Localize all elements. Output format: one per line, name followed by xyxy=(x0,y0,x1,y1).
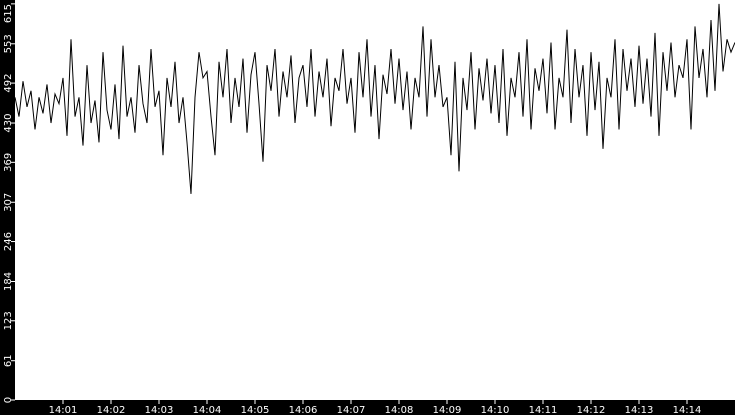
x-tick-label: 14:08 xyxy=(385,405,414,415)
x-tick-label: 14:05 xyxy=(241,405,270,415)
y-tick-label: 492 xyxy=(3,74,14,93)
x-axis: 14:01 14:02 14:03 14:04 14:05 14:06 14:07 14:08… xyxy=(49,400,702,415)
y-tick-label: 369 xyxy=(3,153,14,172)
y-tick-label: 307 xyxy=(3,193,14,212)
x-tick-label: 14:10 xyxy=(481,405,510,415)
x-tick-label: 14:01 xyxy=(49,405,78,415)
y-tick-label: 61 xyxy=(3,354,14,367)
y-tick-label: 615 xyxy=(3,4,14,23)
plot-area xyxy=(15,0,735,400)
x-tick-label: 14:11 xyxy=(529,405,558,415)
y-tick-label: 430 xyxy=(3,113,14,132)
x-tick-label: 14:07 xyxy=(337,405,366,415)
x-tick-label: 14:14 xyxy=(673,405,702,415)
x-tick-label: 14:04 xyxy=(193,405,222,415)
x-tick-label: 14:06 xyxy=(289,405,318,415)
x-tick-label: 14:03 xyxy=(145,405,174,415)
x-tick-label: 14:13 xyxy=(625,405,654,415)
series-line xyxy=(14,3,735,194)
y-tick-label: 553 xyxy=(3,34,14,53)
y-tick-label: 184 xyxy=(3,272,14,291)
y-tick-label: 246 xyxy=(3,232,14,251)
y-axis: 0 61 123 184 246 307 369 430 492 553 615 xyxy=(3,3,15,403)
y-tick-label: 123 xyxy=(3,311,14,330)
x-tick-label: 14:09 xyxy=(433,405,462,415)
x-tick-label: 14:12 xyxy=(577,405,606,415)
y-tick-label: 0 xyxy=(3,397,14,403)
x-tick-label: 14:02 xyxy=(97,405,126,415)
